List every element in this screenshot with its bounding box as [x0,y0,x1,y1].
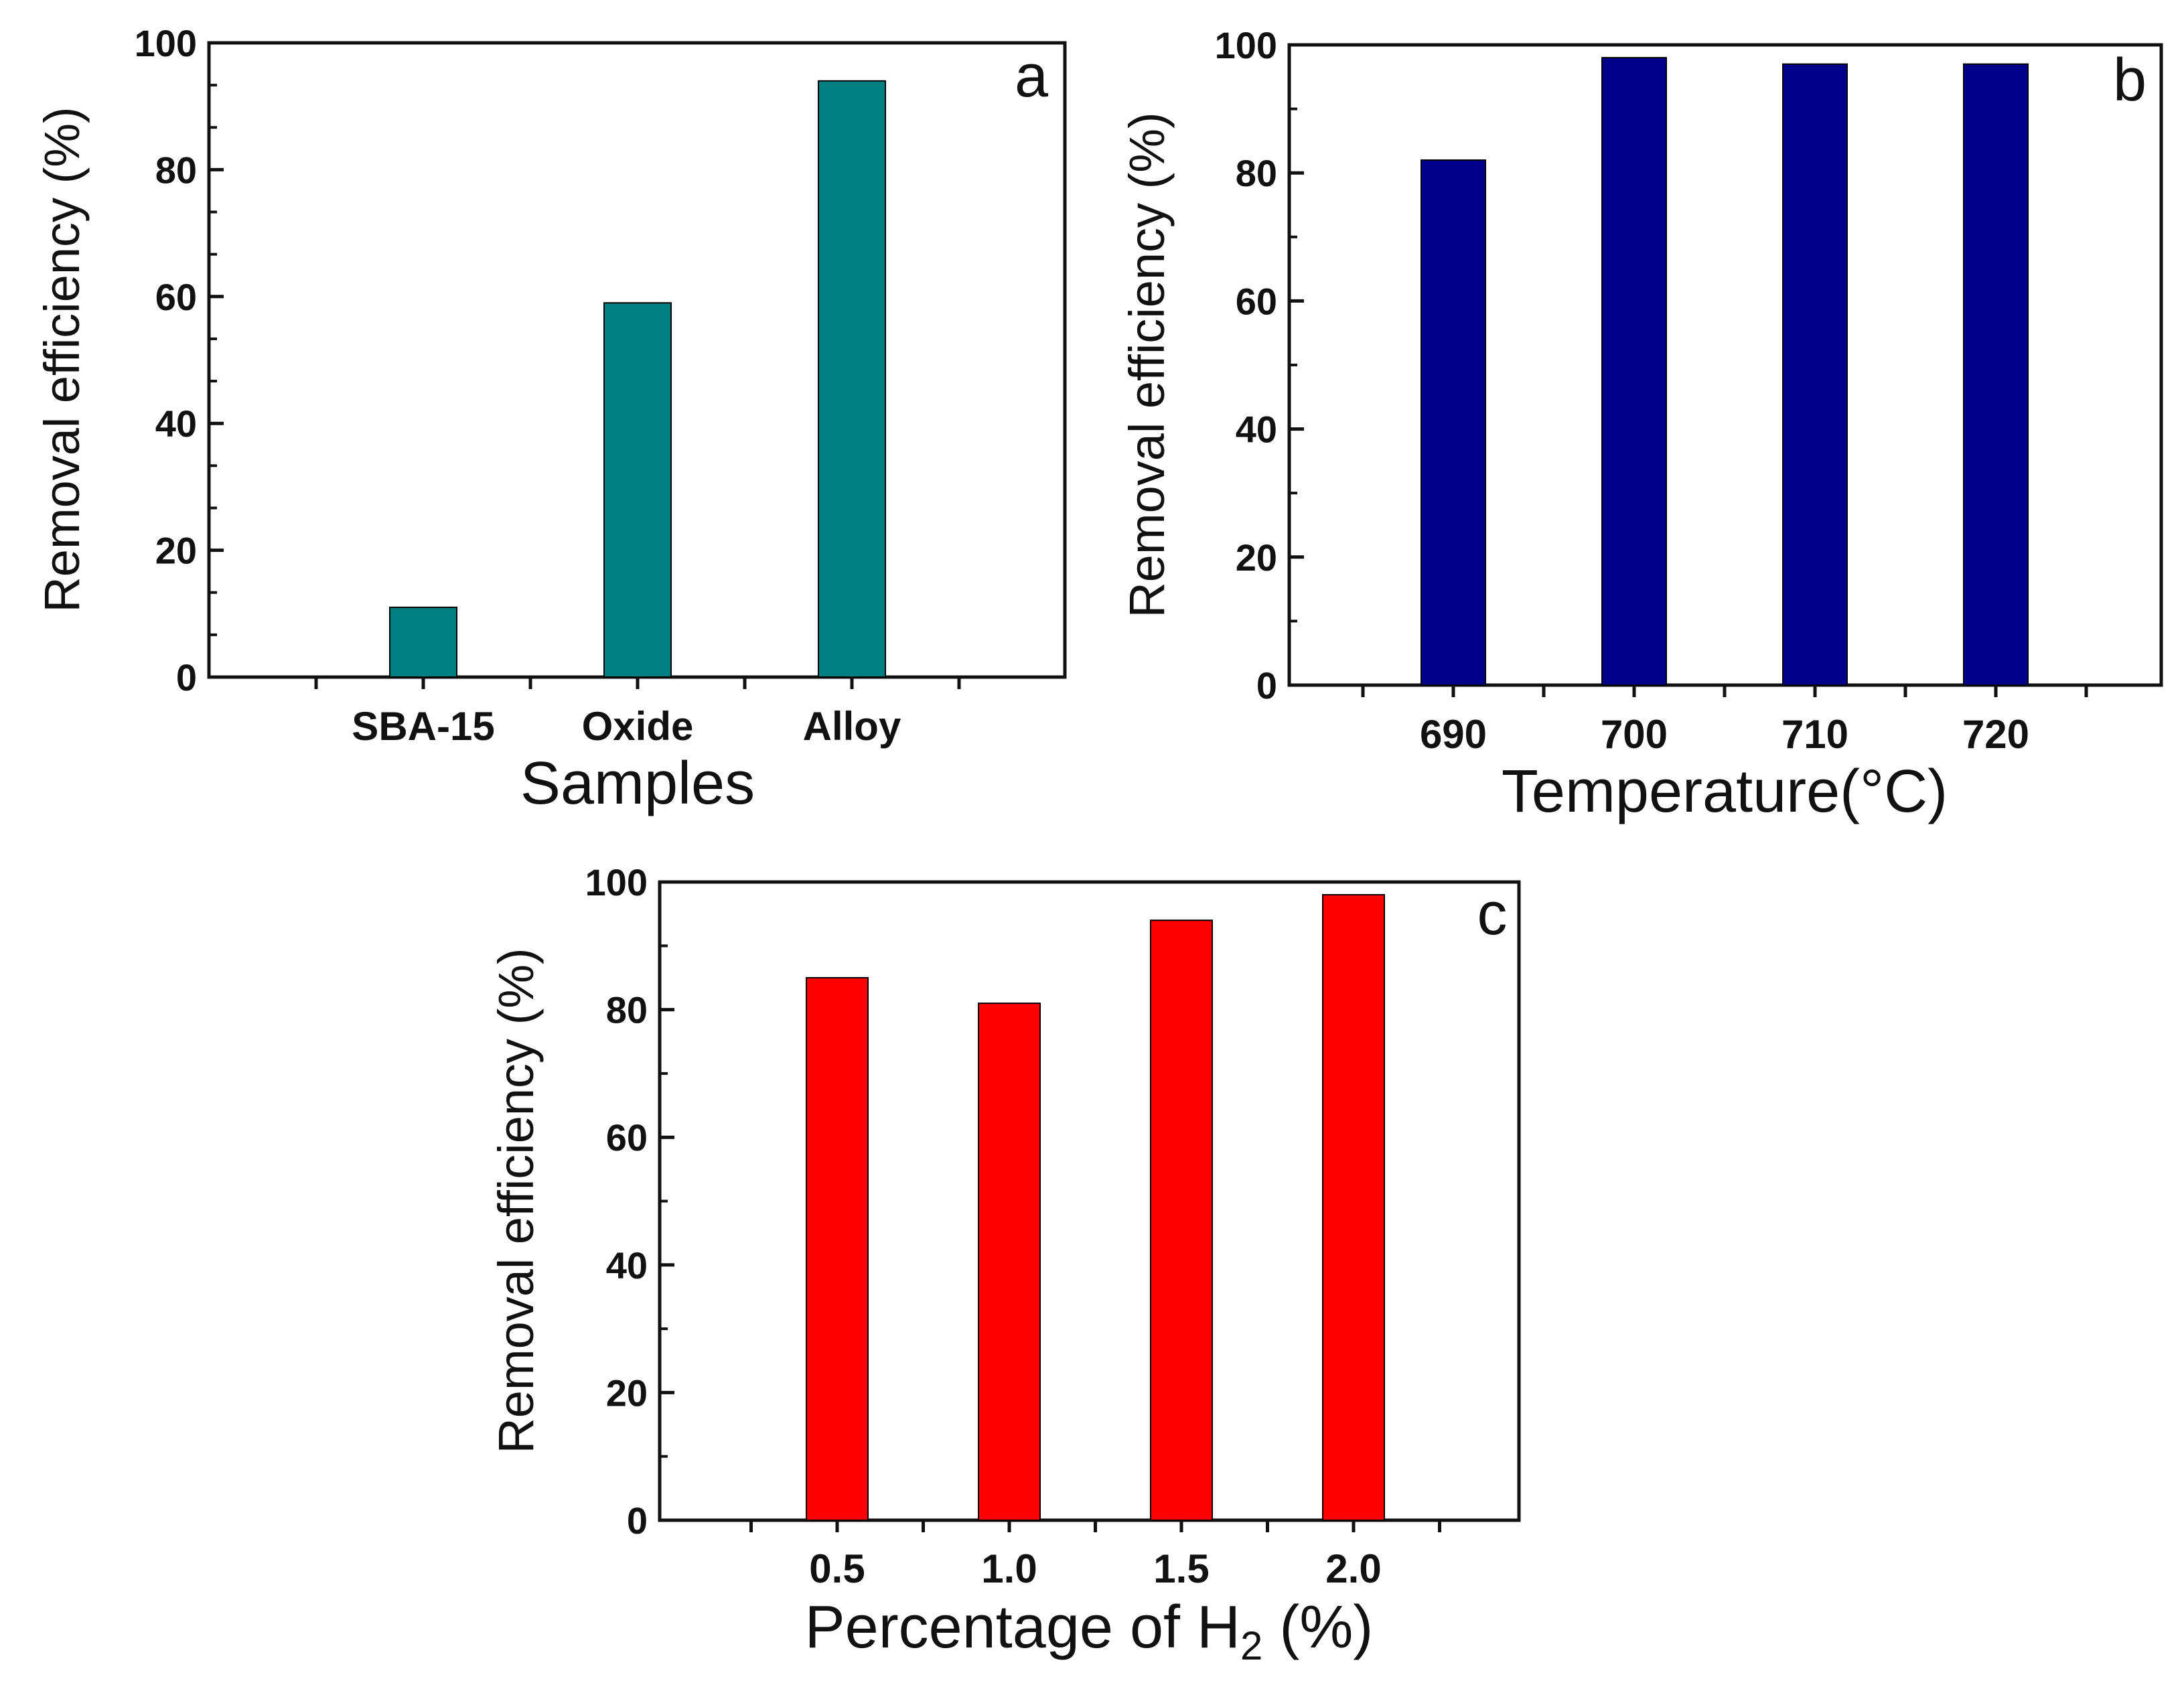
x-axis-title-a: Samples [520,750,755,817]
y-axis-title-a: Removal efficiency (%) [34,106,90,612]
x-tick-label-c-0.5: 0.5 [809,1546,865,1591]
panel-letter-a: a [1015,43,1049,110]
x-tick-labels-a: SBA-15 Oxide Alloy [352,704,901,749]
panel-letter-b: b [2113,47,2146,114]
x-axis-title-c-main: Percentage of H [805,1594,1240,1661]
y-axis-title-b: Removal efficiency (%) [1119,112,1175,617]
y-tick-label-b: 100 [1215,24,1277,66]
y-tick-label-a: 20 [155,530,197,572]
x-tick-labels-b: 690 700 710 720 [1420,712,2029,757]
y-tick-label-a: 0 [176,656,197,699]
bar-c-2.0 [1322,894,1385,1522]
x-tick-label-a-Alloy: Alloy [803,704,901,749]
y-tick-label-c: 80 [606,989,648,1031]
x-tick-label-c-1.0: 1.0 [981,1546,1037,1591]
y-tick-labels-c: 0 20 40 60 80 100 [585,861,648,1542]
x-tick-label-b-710: 710 [1781,712,1848,757]
y-tick-label-c: 100 [585,861,648,903]
plot-frame-b [1287,43,2163,687]
plot-frame-c [658,880,1521,1522]
y-tick-label-a: 40 [155,402,197,445]
x-tick-labels-c: 0.5 1.0 1.5 2.0 [809,1546,1381,1591]
bars-b [1421,57,2029,686]
y-tick-label-a: 100 [135,22,197,64]
panel-b: 0 20 40 60 80 100 690 700 710 720 b Temperature(… [1119,24,2163,825]
ticks-c [660,880,1441,1532]
y-tick-label-c: 0 [627,1499,648,1542]
bars-a [389,80,886,678]
bar-a-Oxide [603,302,672,678]
bar-a-SBA-15 [389,606,457,678]
bars-c [806,894,1385,1522]
y-tick-label-b: 80 [1236,152,1277,194]
y-axis-title-c: Removal efficiency (%) [488,948,544,1453]
y-tick-label-c: 40 [606,1244,648,1286]
bar-b-710 [1782,63,1848,686]
bar-c-0.5 [806,976,869,1521]
x-axis-title-b: Temperature(°C) [1502,758,1948,825]
x-tick-label-b-720: 720 [1962,712,2029,757]
panel-c: 0 20 40 60 80 100 0.5 1.0 1.5 2.0 c Percentage o… [488,861,1521,1668]
x-axis-title-c: Percentage of H2 (%) [805,1594,1374,1668]
x-axis-title-c-suffix: (%) [1262,1594,1373,1661]
y-tick-labels-a: 0 20 40 60 80 100 [135,22,197,699]
bar-b-690 [1421,159,1486,686]
panel-letter-c: c [1477,881,1508,948]
y-tick-label-a: 80 [155,149,197,191]
x-tick-label-c-2.0: 2.0 [1325,1546,1381,1591]
x-tick-label-a-SBA-15: SBA-15 [352,704,494,749]
y-tick-label-a: 60 [155,276,197,318]
y-tick-label-c: 60 [606,1116,648,1159]
y-tick-label-c: 20 [606,1372,648,1414]
bar-a-Alloy [818,80,886,678]
x-axis-title-c-subscript: 2 [1240,1623,1262,1668]
y-tick-labels-b: 0 20 40 60 80 100 [1215,24,1277,707]
bar-c-1.5 [1150,920,1213,1522]
ticks-b [1289,43,2088,697]
y-tick-label-b: 20 [1236,536,1277,579]
y-tick-label-b: 0 [1256,664,1277,707]
bar-b-720 [1963,63,2029,686]
x-tick-label-a-Oxide: Oxide [582,704,694,749]
bar-c-1.0 [978,1003,1041,1521]
x-tick-label-b-690: 690 [1420,712,1487,757]
x-tick-label-c-1.5: 1.5 [1153,1546,1209,1591]
y-tick-label-b: 60 [1236,280,1277,322]
ticks-a [209,41,961,689]
y-tick-label-b: 40 [1236,409,1277,451]
bar-b-700 [1601,57,1667,686]
x-tick-label-b-700: 700 [1601,712,1668,757]
